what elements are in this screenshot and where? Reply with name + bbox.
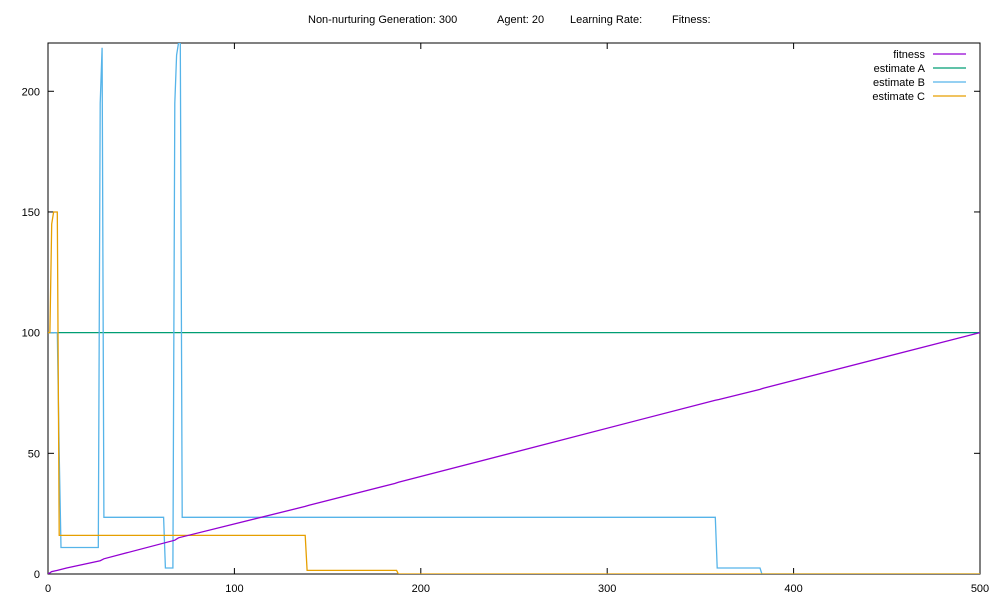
series-line-estimate-b bbox=[48, 43, 980, 574]
learning-rate-label: Learning Rate: bbox=[570, 14, 643, 26]
y-tick-label: 150 bbox=[22, 207, 40, 219]
x-tick-label: 300 bbox=[598, 583, 616, 595]
plot-frame bbox=[47, 42, 981, 575]
status-header: Non-nurturing Generation: 300 Agent: 20 … bbox=[0, 14, 1000, 30]
x-tick-label: 100 bbox=[225, 583, 243, 595]
fitness-label: Fitness: bbox=[672, 14, 711, 26]
x-tick-label: 200 bbox=[412, 583, 430, 595]
chart-legend: fitness estimate A estimate B estimate C bbox=[872, 49, 966, 103]
y-tick-label: 200 bbox=[22, 86, 40, 98]
y-tick-label: 0 bbox=[34, 569, 40, 581]
series-line-fitness bbox=[48, 331, 980, 574]
y-tick-label: 50 bbox=[28, 448, 40, 460]
series-line-estimate-c bbox=[48, 211, 980, 574]
x-tick-label: 500 bbox=[971, 583, 989, 595]
agent-label: Agent: 20 bbox=[497, 14, 545, 26]
legend-label: fitness bbox=[893, 49, 925, 61]
chart-series bbox=[48, 43, 980, 574]
legend-label: estimate C bbox=[872, 91, 925, 103]
chart-axes: 0 100 200 300 400 500 0 50 100 150 200 bbox=[22, 42, 989, 595]
generation-label: Non-nurturing Generation: 300 bbox=[308, 14, 458, 26]
legend-label: estimate A bbox=[874, 63, 926, 75]
legend-label: estimate B bbox=[873, 77, 925, 89]
x-tick-label: 400 bbox=[784, 583, 802, 595]
y-tick-label: 100 bbox=[22, 328, 40, 340]
x-tick-label: 0 bbox=[45, 583, 51, 595]
